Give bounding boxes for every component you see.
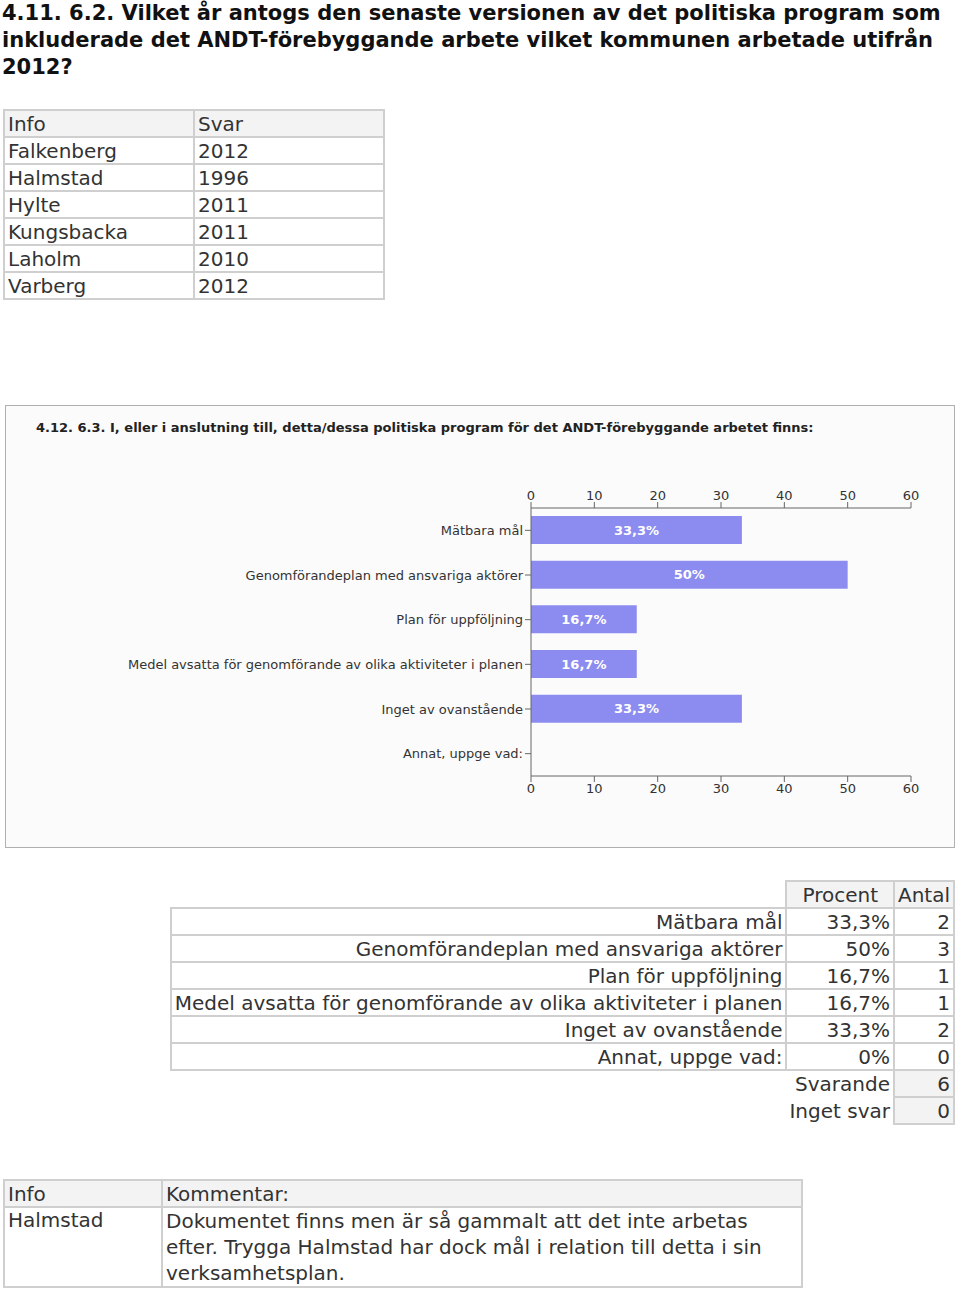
svg-text:16,7%: 16,7% [561,657,606,672]
html-text:16,7%: 16,7% [826,990,890,1015]
svg-text:60: 60 [903,488,920,503]
html-text:4.12. 6.3. I, eller i anslutni: 4.12. 6.3. I, eller i anslutning till, d… [36,420,814,435]
svg-text:40: 40 [776,488,793,503]
html-text:Laholm: Laholm [8,246,82,271]
html-text:1: 1 [937,990,950,1015]
html-text:2010: 2010 [198,246,249,271]
svg-text:10: 10 [586,781,603,796]
html-text:Svarande: Svarande [795,1072,890,1096]
html-text:Inget av ovanstående: Inget av ovanstående [564,1017,783,1042]
html-text:33,3%: 33,3% [826,1017,890,1042]
html-text:Genomförandeplan med ansvariga: Genomförandeplan med ansvariga aktörer [355,936,783,961]
html-text:Info: Info [8,111,46,136]
html-text:0%: 0% [858,1044,890,1069]
svg-text:Inget av ovanstående: Inget av ovanstående [381,702,523,717]
html-text:1: 1 [937,963,950,988]
svg-text:10: 10 [586,488,603,503]
svg-text:Medel avsatta för genomförande: Medel avsatta för genomförande av olika … [128,657,523,672]
html-text:Antal: Antal [898,882,950,907]
svg-text:Plan för uppföljning: Plan för uppföljning [396,612,523,627]
svg-text:33,3%: 33,3% [614,523,659,538]
html-text:Inget svar: Inget svar [789,1098,890,1123]
html-text:6: 6 [937,1071,950,1096]
html-text:2012: 2012 [198,273,249,298]
svg-text:50%: 50% [674,567,705,582]
svg-text:16,7%: 16,7% [561,612,606,627]
html-text:33,3%: 33,3% [826,909,890,934]
svg-text:33,3%: 33,3% [614,701,659,716]
html-text:2012: 2012 [198,138,249,163]
svg-text:Annat, uppge vad:: Annat, uppge vad: [403,746,523,761]
html-text:Annat, uppge vad:: Annat, uppge vad: [597,1044,783,1069]
html-text:2011: 2011 [198,192,249,217]
html-text:2: 2 [937,1017,950,1042]
svg-text:50: 50 [839,488,856,503]
html-text:Kommentar:: Kommentar: [166,1181,289,1206]
svg-text:Mätbara mål: Mätbara mål [441,523,523,538]
html-text:50%: 50% [845,936,890,961]
svg-text:Genomförandeplan med ansvariga: Genomförandeplan med ansvariga aktörer [246,568,524,583]
svg-text:0: 0 [527,781,535,796]
svg-text:0: 0 [527,488,535,503]
svg-text:60: 60 [903,781,920,796]
html-text:Dokumentet finns men är så gam: Dokumentet finns men är så gammalt att d… [166,1209,762,1285]
html-text:Plan för uppföljning: Plan för uppföljning [587,963,783,988]
html-text:0: 0 [937,1044,950,1069]
html-text:Hylte: Hylte [8,192,61,217]
svg-text:30: 30 [713,488,730,503]
html-text:2011: 2011 [198,219,249,244]
html-text:Halmstad: Halmstad [8,1208,104,1232]
svg-text:20: 20 [649,488,666,503]
svg-text:30: 30 [713,781,730,796]
html-text:16,7%: 16,7% [826,963,890,988]
html-text:3: 3 [937,936,950,961]
html-text:Procent: Procent [802,882,878,907]
html-text:Falkenberg: Falkenberg [8,138,117,163]
html-text:0: 0 [937,1098,950,1123]
svg-text:50: 50 [839,781,856,796]
html-text:Kungsbacka: Kungsbacka [8,219,128,244]
html-text:2: 2 [937,909,950,934]
html-text:1996: 1996 [198,165,249,190]
svg-text:40: 40 [776,781,793,796]
html-text:Mätbara mål: Mätbara mål [656,909,783,934]
html-text:Info: Info [8,1181,46,1206]
html-text:4.11. 6.2. Vilket år antogs de: 4.11. 6.2. Vilket år antogs den senaste … [2,1,941,79]
html-text:Varberg: Varberg [8,273,87,298]
svg-text:20: 20 [649,781,666,796]
html-text:Medel avsatta för genomförande: Medel avsatta för genomförande av olika … [174,990,783,1015]
html-text:Svar: Svar [198,111,243,136]
html-text:Halmstad: Halmstad [8,165,104,190]
